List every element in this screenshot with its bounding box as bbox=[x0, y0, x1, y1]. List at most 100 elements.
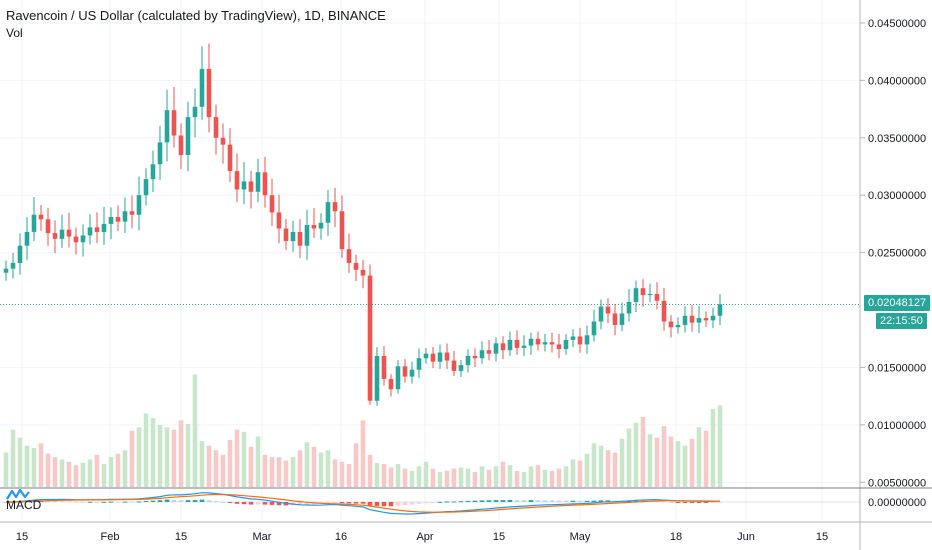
volume-bar bbox=[570, 459, 576, 487]
candle-body bbox=[689, 315, 695, 323]
x-tick-label: 15 bbox=[16, 531, 28, 543]
candle-body bbox=[38, 214, 44, 220]
candle-body bbox=[388, 378, 394, 390]
volume-bar bbox=[374, 462, 380, 487]
candle-body bbox=[402, 366, 408, 377]
volume-bar bbox=[101, 464, 107, 487]
macd-histogram-bar bbox=[115, 501, 121, 503]
macd-histogram-bar bbox=[423, 502, 429, 503]
candle-body bbox=[409, 369, 415, 377]
macd-histogram-bar bbox=[563, 500, 569, 502]
macd-histogram-bar bbox=[430, 502, 436, 503]
macd-histogram-bar bbox=[255, 502, 261, 505]
candle-body bbox=[472, 355, 478, 359]
macd-histogram-bar bbox=[192, 500, 198, 502]
candle-body bbox=[612, 313, 618, 325]
volume-bar bbox=[451, 468, 457, 487]
x-tick-label: Feb bbox=[101, 531, 120, 543]
macd-histogram-bar bbox=[570, 500, 576, 502]
candle-body bbox=[192, 106, 198, 118]
candle-body bbox=[10, 262, 16, 269]
volume-bar bbox=[122, 450, 128, 487]
macd-label: MACD bbox=[6, 498, 42, 512]
macd-histogram-bar bbox=[164, 499, 170, 502]
candle-body bbox=[94, 227, 100, 232]
volume-bar bbox=[528, 466, 534, 487]
candle-body bbox=[304, 225, 310, 246]
volume-bar bbox=[192, 374, 198, 487]
macd-histogram-bar bbox=[346, 502, 352, 504]
candle-body bbox=[710, 315, 716, 321]
macd-histogram-bar bbox=[269, 502, 275, 505]
macd-histogram-bar bbox=[325, 502, 331, 504]
macd-histogram-bar bbox=[388, 502, 394, 507]
candle-body bbox=[17, 245, 23, 263]
macd-histogram-bar bbox=[528, 500, 534, 502]
macd-histogram-bar bbox=[633, 500, 639, 502]
macd-histogram-bar bbox=[584, 500, 590, 502]
candle-body bbox=[178, 135, 184, 156]
macd-histogram-bar bbox=[668, 501, 674, 503]
macd-histogram-bar bbox=[605, 500, 611, 502]
volume-bar bbox=[514, 470, 520, 487]
macd-histogram-bar bbox=[276, 502, 282, 506]
macd-histogram-bar bbox=[353, 502, 359, 504]
candle-body bbox=[227, 144, 233, 172]
volume-bar bbox=[143, 413, 149, 487]
volume-bar bbox=[437, 472, 443, 487]
candle-body bbox=[374, 355, 380, 401]
macd-histogram-bar bbox=[591, 500, 597, 502]
candle-body bbox=[395, 366, 401, 390]
macd-histogram-bar bbox=[409, 502, 415, 505]
macd-histogram-bar bbox=[703, 502, 709, 503]
volume-bar bbox=[430, 468, 436, 487]
candle-body bbox=[311, 225, 317, 229]
volume-bar bbox=[80, 462, 86, 487]
candle-body bbox=[465, 355, 471, 366]
x-tick-label: Mar bbox=[253, 531, 272, 543]
candle-body bbox=[108, 217, 114, 224]
volume-bar bbox=[423, 461, 429, 487]
volume-bar bbox=[416, 466, 422, 487]
volume-bar bbox=[675, 441, 681, 487]
volume-bar bbox=[136, 427, 142, 487]
candle-body bbox=[339, 211, 345, 250]
volume-bar bbox=[178, 420, 184, 487]
volume-bar bbox=[150, 418, 156, 487]
candle-body bbox=[458, 365, 464, 371]
macd-histogram-bar bbox=[206, 500, 212, 502]
volume-bar bbox=[367, 454, 373, 487]
volume-bar bbox=[682, 445, 688, 487]
macd-histogram-bar bbox=[507, 499, 513, 502]
candle-body bbox=[444, 352, 450, 361]
macd-histogram-bar bbox=[150, 500, 156, 502]
candle-body bbox=[437, 352, 443, 362]
macd-histogram-bar bbox=[395, 502, 401, 506]
macd-histogram-bar bbox=[73, 501, 79, 503]
volume-bar bbox=[311, 446, 317, 487]
macd-histogram-bar bbox=[234, 502, 240, 504]
volume-bar bbox=[325, 450, 331, 487]
candle-body bbox=[535, 338, 541, 345]
macd-histogram-bar bbox=[360, 502, 366, 504]
macd-histogram-bar bbox=[521, 500, 527, 502]
volume-bar bbox=[66, 461, 72, 487]
volume-bar bbox=[703, 430, 709, 487]
candle-body bbox=[290, 231, 296, 242]
volume-bar bbox=[115, 453, 121, 487]
macd-histogram-bar bbox=[661, 501, 667, 503]
candle-body bbox=[87, 227, 93, 236]
volume-bar bbox=[290, 457, 296, 487]
candle-body bbox=[24, 231, 30, 246]
volume-bar bbox=[598, 445, 604, 487]
y-tick-label: 0.03000000 bbox=[868, 190, 926, 202]
candle-body bbox=[269, 195, 275, 213]
candle-body bbox=[675, 324, 681, 328]
macd-histogram-bar bbox=[486, 500, 492, 502]
candle-body bbox=[318, 222, 324, 229]
candle-body bbox=[514, 339, 520, 348]
tradingview-logo-icon bbox=[6, 488, 30, 500]
volume-bar bbox=[584, 453, 590, 487]
